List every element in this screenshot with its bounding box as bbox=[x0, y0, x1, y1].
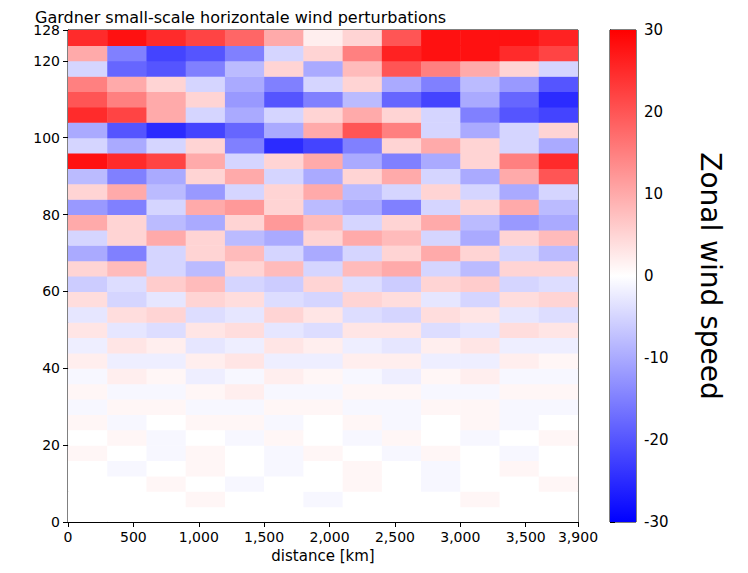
svg-text:40: 40 bbox=[42, 360, 60, 376]
svg-text:3,000: 3,000 bbox=[440, 529, 480, 545]
svg-text:80: 80 bbox=[42, 207, 60, 223]
svg-text:-20: -20 bbox=[644, 431, 669, 449]
svg-text:128: 128 bbox=[33, 22, 60, 38]
svg-text:500: 500 bbox=[120, 529, 147, 545]
svg-text:2,000: 2,000 bbox=[309, 529, 349, 545]
svg-text:100: 100 bbox=[33, 130, 60, 146]
svg-text:10: 10 bbox=[644, 185, 663, 203]
svg-text:60: 60 bbox=[42, 283, 60, 299]
svg-text:1,500: 1,500 bbox=[244, 529, 284, 545]
svg-text:0: 0 bbox=[644, 267, 654, 285]
svg-text:distance [km]: distance [km] bbox=[271, 547, 374, 565]
svg-text:3,500: 3,500 bbox=[506, 529, 546, 545]
svg-text:Gardner small-scale horizontal: Gardner small-scale horizontale wind per… bbox=[35, 8, 446, 27]
svg-text:120: 120 bbox=[33, 53, 60, 69]
svg-text:0: 0 bbox=[51, 514, 60, 530]
svg-text:Zonal wind speed: Zonal wind speed bbox=[694, 152, 727, 400]
svg-text:1,000: 1,000 bbox=[179, 529, 219, 545]
svg-text:0: 0 bbox=[64, 529, 73, 545]
svg-text:-30: -30 bbox=[644, 513, 669, 531]
svg-text:30: 30 bbox=[644, 21, 663, 39]
svg-text:3,900: 3,900 bbox=[558, 529, 598, 545]
svg-text:-10: -10 bbox=[644, 349, 669, 367]
svg-text:20: 20 bbox=[644, 103, 663, 121]
svg-text:20: 20 bbox=[42, 437, 60, 453]
svg-text:2,500: 2,500 bbox=[375, 529, 415, 545]
